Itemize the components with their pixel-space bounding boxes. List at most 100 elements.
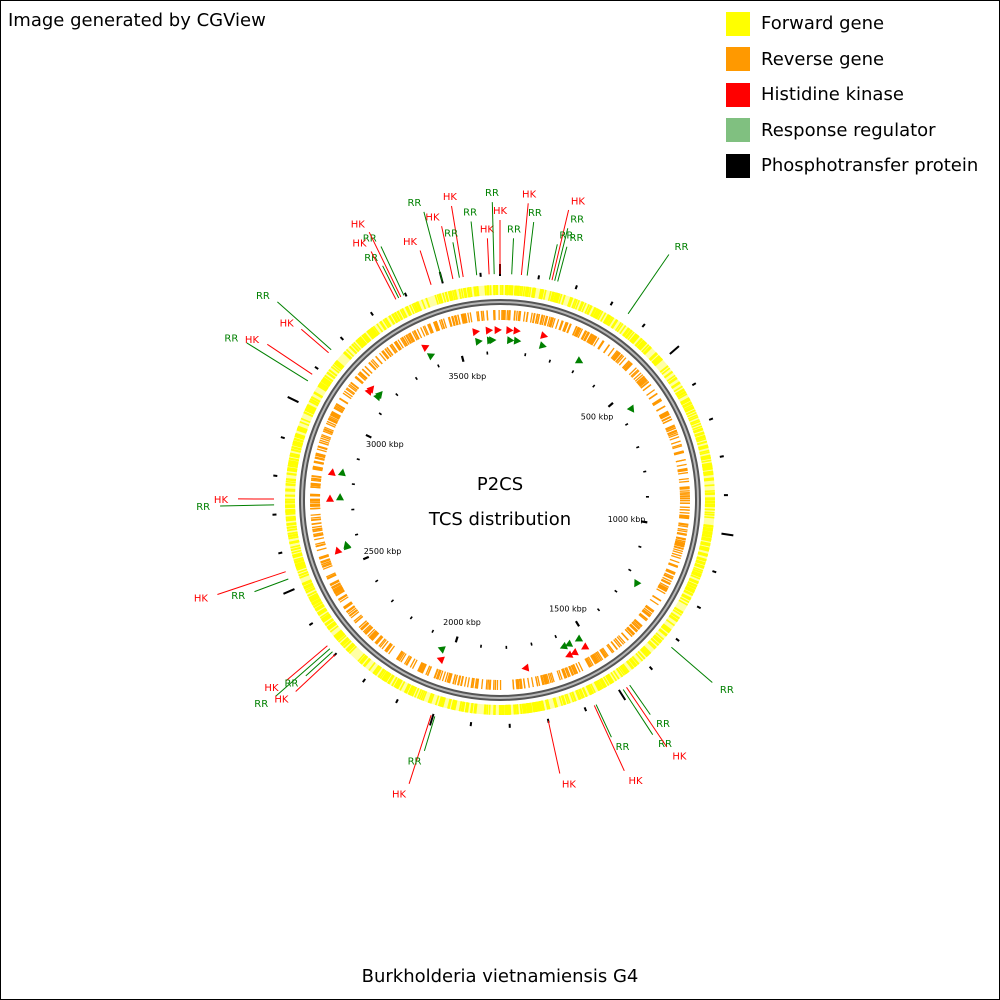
forward-gene [669,614,679,622]
forward-gene [351,343,360,352]
reverse-gene [544,674,549,685]
forward-gene [690,420,701,426]
forward-gene [539,289,543,300]
reverse-gene [347,385,357,393]
reverse-gene [658,410,669,417]
forward-gene [551,291,556,302]
forward-gene [692,568,703,574]
reverse-gene [572,326,578,336]
ruler-tick-label: 3000 kbp [366,440,404,449]
forward-gene [590,307,597,317]
forward-gene [328,623,337,631]
forward-gene [319,382,329,390]
forward-gene [699,545,710,550]
feature-leader-line [423,211,443,282]
reverse-gene [674,542,685,547]
reverse-gene [649,598,659,606]
rr-label: RR [485,188,499,199]
forward-gene [704,478,715,482]
reverse-gene [629,624,638,633]
forward-gene [698,551,709,556]
reverse-gene [547,673,552,684]
reverse-gene [315,453,326,458]
forward-gene [309,594,319,601]
forward-gene [691,571,702,577]
feature-leader-line [408,715,432,784]
forward-gene [458,701,463,712]
hk-label: HK [392,789,407,800]
ruler-major-tick [460,355,465,363]
forward-gene [694,562,705,568]
reverse-gene [565,666,571,677]
forward-gene [692,425,703,431]
reverse-gene-track [309,309,691,691]
reverse-gene [636,375,645,384]
circular-genome-map: 500 kbp 1000 kbp 1500 kbp 2000 kbp 2500 kbp 3… [194,188,734,800]
reverse-gene [333,407,343,414]
forward-gene [448,290,453,301]
forward-gene [467,287,471,298]
reverse-gene [677,467,688,471]
reverse-gene [421,663,427,674]
reverse-gene [310,513,321,516]
reverse-gene [312,527,323,531]
reverse-gene [642,609,652,617]
reverse-gene [374,635,382,644]
reverse-gene [546,316,551,327]
outer-tick [696,605,702,610]
rr-label: RR [463,208,477,219]
reverse-gene [371,358,380,368]
reverse-gene [311,518,322,522]
forward-gene [685,585,696,592]
forward-gene [695,435,706,440]
reverse-gene [361,622,370,631]
forward-gene [525,286,529,297]
reverse-gene [658,584,668,591]
forward-gene [590,306,596,317]
forward-gene [675,389,685,396]
reverse-gene [403,655,411,665]
reverse-gene [439,670,444,681]
reverse-gene [417,662,424,672]
reverse-gene [359,371,368,379]
reverse-gene [357,373,366,381]
hk-label: HK [351,219,366,230]
forward-gene [653,357,663,366]
forward-gene [526,703,529,714]
reverse-gene [457,675,462,686]
forward-gene [303,582,314,589]
reverse-gene [626,627,635,636]
outer-tick [362,678,367,683]
feature-leader-line [277,301,332,351]
center-subtitle: TCS distribution [428,509,571,530]
legend-swatch-phosphotransfer [726,153,750,178]
forward-gene [437,696,443,707]
reverse-gene [346,606,356,614]
reverse-gene [384,348,392,357]
reverse-gene [311,478,322,481]
forward-gene [540,289,545,300]
outer-tick [719,455,724,458]
forward-gene [374,666,382,676]
reverse-gene [390,343,398,353]
legend-swatch-reverse [726,47,750,72]
forward-gene [571,298,577,309]
reverse-gene [583,331,589,341]
outer-tick [287,396,299,404]
feature-leader-line [511,238,514,275]
rr-marker [513,336,522,345]
forward-gene [285,515,296,519]
forward-gene [595,680,602,691]
reverse-gene [358,620,367,628]
hk-marker [326,494,334,502]
ruler-minor-tick [636,445,640,449]
reverse-gene [334,587,344,594]
outer-tick [403,292,408,297]
ruler-minor-tick [554,634,558,639]
forward-gene [670,381,681,389]
forward-gene [650,637,660,646]
reverse-gene [532,313,536,324]
legend-item-response-regulator: Response regulator [726,113,978,149]
hk-marker [570,648,579,656]
reverse-gene [595,651,602,662]
